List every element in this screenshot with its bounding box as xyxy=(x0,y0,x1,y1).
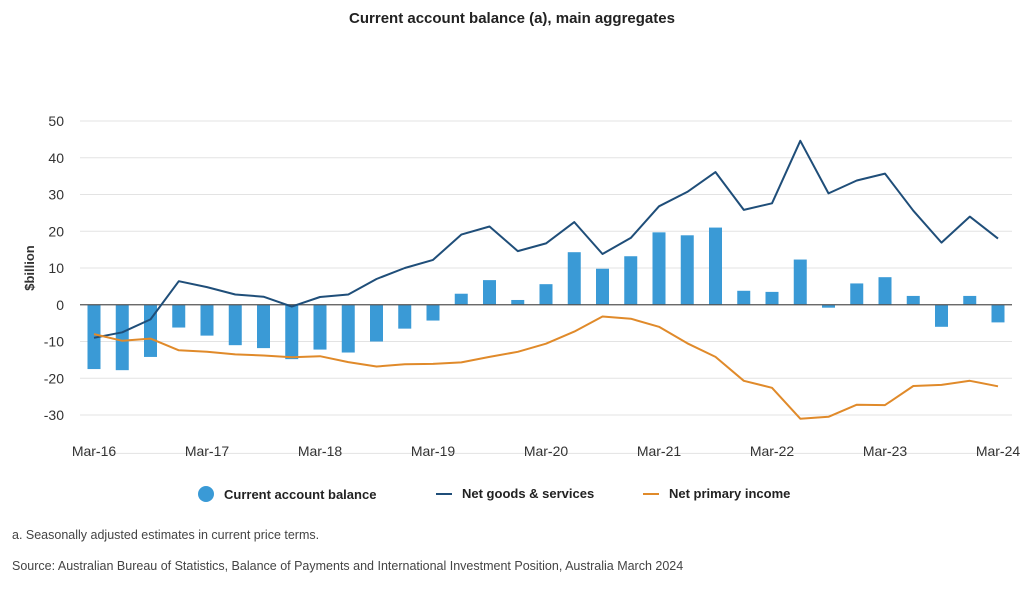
y-tick-label: 50 xyxy=(48,113,64,129)
legend-item-net-goods: Net goods & services xyxy=(436,486,594,501)
x-tick-label: Mar-16 xyxy=(72,443,117,459)
legend-label: Current account balance xyxy=(224,486,377,502)
x-tick-label: Mar-19 xyxy=(411,443,456,459)
bar xyxy=(341,304,355,353)
x-tick-label: Mar-18 xyxy=(298,443,343,459)
bar xyxy=(285,304,299,360)
bar xyxy=(370,304,383,342)
legend-label: Net primary income xyxy=(669,486,791,501)
legend-label: Net goods & services xyxy=(462,486,595,501)
legend-swatch-net-goods xyxy=(436,492,452,495)
grid-lines xyxy=(80,120,1012,454)
y-tick-label: -10 xyxy=(44,334,64,350)
bar xyxy=(709,227,722,305)
y-tick-label: 0 xyxy=(56,297,64,313)
legend-item-current-account: Current account balance xyxy=(198,486,376,502)
legend-item-net-primary-income: Net primary income xyxy=(643,486,790,501)
bar xyxy=(539,284,553,305)
bar xyxy=(822,304,835,308)
bar xyxy=(765,291,779,305)
bar xyxy=(454,293,468,305)
x-tick-labels: Mar-16 Mar-17 Mar-18 Mar-19 Mar-20 Mar-21 Mar-… xyxy=(72,443,1021,459)
y-tick-labels: -30 -20 -10 0 10 20 30 40 50 xyxy=(44,113,64,423)
bar xyxy=(737,290,751,305)
bar xyxy=(144,304,157,357)
y-tick-label: 40 xyxy=(48,150,64,166)
current-account-bars xyxy=(87,227,1005,371)
x-tick-label: Mar-21 xyxy=(637,443,682,459)
bar xyxy=(878,277,892,305)
y-tick-label: 30 xyxy=(48,187,64,203)
x-tick-label: Mar-20 xyxy=(524,443,569,459)
bar xyxy=(200,304,214,336)
bar xyxy=(567,252,581,305)
bar xyxy=(313,304,327,350)
legend-swatch-net-primary-income xyxy=(643,492,659,495)
legend: Current account balance Net goods & serv… xyxy=(0,486,1024,510)
x-tick-label: Mar-23 xyxy=(863,443,908,459)
y-tick-label: -20 xyxy=(44,370,64,386)
legend-swatch-current-account xyxy=(198,486,214,502)
bar xyxy=(426,304,440,321)
y-tick-label: 20 xyxy=(48,223,64,239)
bar xyxy=(398,304,412,329)
bar xyxy=(596,268,609,305)
bar xyxy=(906,295,920,305)
bar xyxy=(257,304,270,349)
bar xyxy=(850,283,864,305)
footnote: a. Seasonally adjusted estimates in curr… xyxy=(12,528,320,542)
bar xyxy=(935,304,948,327)
bar xyxy=(991,304,1005,323)
bar xyxy=(115,304,129,371)
bar xyxy=(172,304,186,328)
bar xyxy=(963,295,977,305)
y-tick-label: -30 xyxy=(44,407,64,423)
x-tick-label: Mar-17 xyxy=(185,443,230,459)
source-note: Source: Australian Bureau of Statistics,… xyxy=(12,559,684,573)
x-tick-label: Mar-24 xyxy=(976,443,1021,459)
bar xyxy=(624,256,638,305)
y-axis-label: $billion xyxy=(22,245,37,291)
bar xyxy=(228,304,242,346)
y-tick-label: 10 xyxy=(48,260,64,276)
net-goods-services-line xyxy=(93,139,999,339)
bar xyxy=(793,259,807,305)
chart-title: Current account balance (a), main aggreg… xyxy=(349,10,675,27)
bar xyxy=(680,235,694,305)
bar xyxy=(652,232,666,305)
bar xyxy=(511,299,525,305)
net-primary-income-line xyxy=(93,315,999,420)
series-lines xyxy=(93,139,999,420)
bar xyxy=(483,280,496,305)
x-tick-label: Mar-22 xyxy=(750,443,795,459)
